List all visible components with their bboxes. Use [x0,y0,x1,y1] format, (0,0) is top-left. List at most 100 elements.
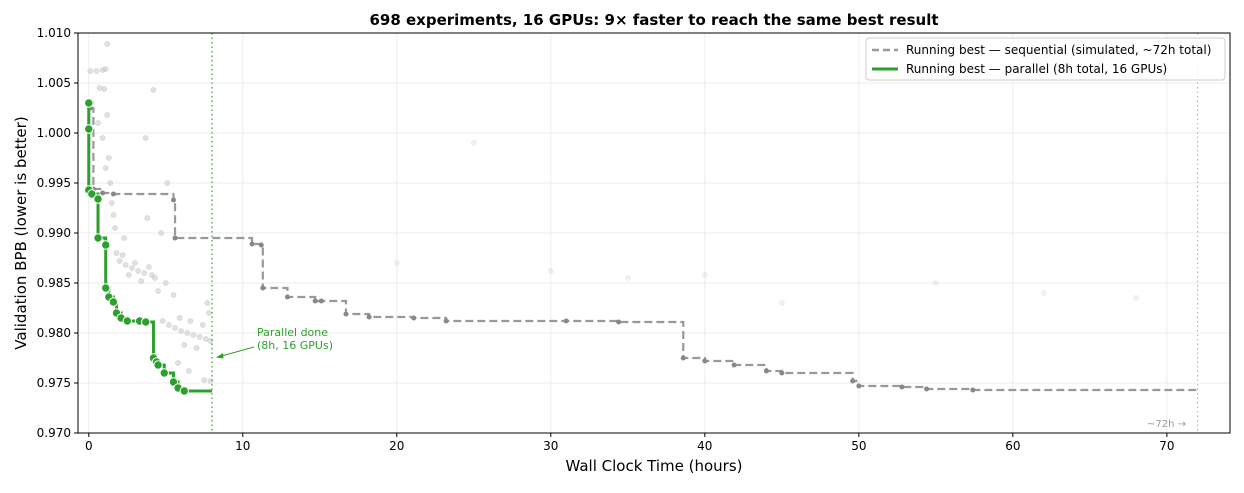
experiment-point [158,230,165,236]
experiment-point [129,265,135,271]
experiment-point [102,165,109,171]
experiment-point [204,300,211,306]
sequential-best-point [318,298,324,304]
sequential-best-point [443,318,449,324]
experiment-point [199,322,206,328]
y-tick-label: 0.975 [37,376,71,390]
x-tick-label: 10 [235,439,250,453]
y-axis-label: Validation BPB (lower is better) [12,116,30,349]
sequential-best-point [763,368,769,374]
y-tick-label: 0.985 [37,276,71,290]
parallel-best-point [101,283,111,293]
experiment-point [185,368,192,374]
sequential-best-point [970,387,976,393]
experiment-point [119,252,126,258]
experiment-point [1040,290,1047,296]
experiment-point [142,135,149,141]
x-tick-label: 60 [1005,439,1020,453]
sequential-best-point [702,358,708,364]
experiment-point [122,262,129,268]
experiment-point [201,377,208,383]
sequential-best-point [924,386,930,392]
experiment-point [155,288,161,294]
sequential-best-point [899,384,905,390]
experiment-point [190,332,197,338]
x-axis-label: Wall Clock Time (hours) [565,457,742,475]
annotation-72h: ~72h → [1147,419,1186,430]
y-tick-label: 1.010 [37,26,71,40]
parallel-best-point [84,98,94,108]
experiment-point [107,180,114,186]
sequential-best-point [258,242,264,248]
sequential-best-point [100,190,106,196]
experiment-point [105,155,112,161]
sequential-best-point [616,319,622,325]
experiment-point [132,260,138,266]
x-tick-label: 70 [1159,439,1174,453]
sequential-best-point [172,235,178,241]
experiment-point [175,360,182,366]
experiment-point [178,328,185,334]
experiment-point [932,280,939,286]
experiment-point [93,68,100,74]
sequential-best-point [731,362,737,368]
legend-label-sequential: Running best — sequential (simulated, ~7… [906,43,1211,57]
experiment-point [1133,295,1139,301]
experiment-point [152,275,158,281]
sequential-best-point [110,191,116,197]
experiment-point [113,250,120,256]
experiment-point [624,275,631,281]
experiment-point [547,268,554,274]
experiment-point [135,268,141,274]
parallel-best-point [101,240,111,250]
experiment-point [187,318,194,324]
parallel-best-point [84,124,94,134]
sequential-best-point [850,378,856,384]
sequential-best-point [366,314,372,320]
parallel-best-point [122,316,132,326]
experiment-point [150,87,157,93]
annotation-line-2: (8h, 16 GPUs) [257,339,333,352]
experiment-point [104,41,111,47]
y-tick-label: 0.970 [37,426,71,440]
experiment-point [104,112,111,118]
experiment-point [108,200,115,206]
experiment-point [87,68,94,74]
experiment-point [138,278,145,284]
experiment-point [701,272,708,278]
parallel-best-point [179,386,189,396]
legend-box [865,37,1226,81]
experiment-point [176,315,183,321]
y-tick-label: 0.990 [37,226,71,240]
experiment-point [172,325,178,331]
x-tick-label: 40 [697,439,712,453]
experiment-point [170,292,177,298]
legend-label-parallel: Running best — parallel (8h total, 16 GP… [906,62,1167,76]
experiment-point [110,212,117,218]
experiment-point [102,66,109,72]
x-tick-label: 50 [851,439,866,453]
experiment-point [196,334,203,340]
x-tick-label: 0 [85,439,93,453]
experiment-point [164,180,171,186]
parallel-best-point [141,317,151,327]
experiment-point [159,318,166,324]
experiment-point [778,300,785,306]
experiment-point [95,120,101,126]
parallel-best-point [153,360,163,370]
sequential-best-point [779,370,785,376]
experiment-point [112,225,118,231]
reference-lines [211,33,1199,433]
experiment-point [101,86,108,92]
sequential-best-point [170,197,176,203]
parallel-best-point [108,297,119,307]
annotation-line-1: Parallel done [257,326,328,339]
gridlines [78,32,1230,434]
y-tick-label: 1.000 [37,126,71,140]
experiment-point [393,260,400,266]
x-axis-ticks: 0 10 20 30 40 50 60 70 [85,433,1174,453]
annotation-parallel-done: Parallel done (8h, 16 GPUs) [216,326,333,359]
y-tick-label: 1.005 [37,76,71,90]
experiment-point [206,310,212,316]
